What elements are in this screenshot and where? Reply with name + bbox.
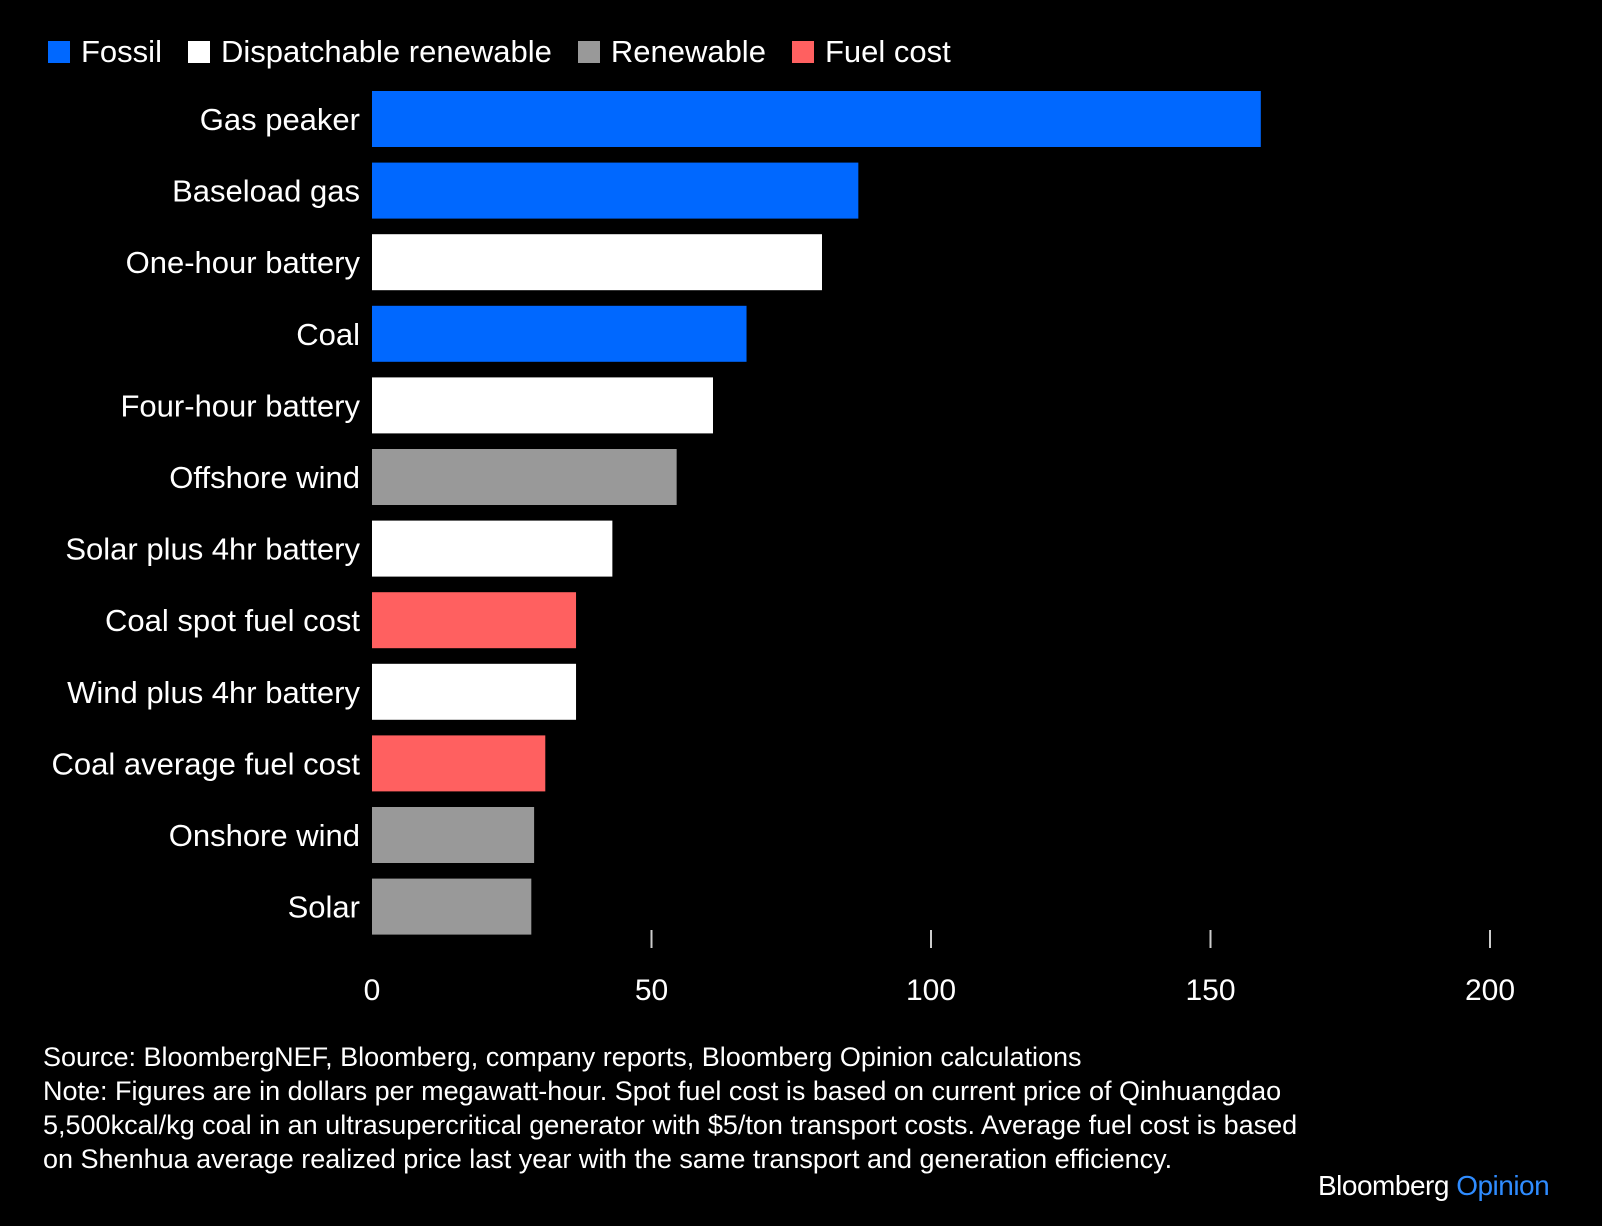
legend-label-renewable: Renewable: [610, 34, 766, 69]
category-label-onshore-wind: Onshore wind: [169, 818, 360, 853]
bar-baseload-gas: [372, 162, 859, 219]
bar-four-hour-battery: [372, 377, 713, 434]
bar-wind-plus-4hr-battery: [372, 663, 577, 720]
bar-solar-plus-4hr-battery: [372, 520, 613, 577]
legend-item-fuel-cost: Fuel cost: [791, 34, 951, 70]
bar-offshore-wind: [372, 449, 677, 505]
legend-label-fossil: Fossil: [81, 34, 162, 69]
category-label-coal-spot-fuel-cost: Coal spot fuel cost: [105, 603, 360, 638]
legend-swatch-fuel-cost: [791, 41, 814, 63]
bar-coal-spot-fuel-cost: [372, 592, 577, 649]
x-tick-label-0: 0: [364, 974, 381, 1007]
legend-swatch-dispatchable-renewable: [187, 41, 210, 63]
legend-item-dispatchable-renewable: Dispatchable renewable: [187, 34, 552, 70]
x-tick-label-200: 200: [1465, 974, 1515, 1007]
chart-legend: Fossil Dispatchable renewable Renewable …: [48, 34, 977, 70]
bar-solar: [372, 878, 532, 935]
bar-gas-peaker: [372, 91, 1261, 147]
bar-chart: Gas peaker Baseload gas One-hour battery Co…: [52, 91, 1515, 1007]
legend-swatch-renewable: [577, 41, 600, 63]
legend-swatch-fossil: [48, 41, 70, 63]
bar-onshore-wind: [372, 807, 535, 863]
legend-item-fossil: Fossil: [48, 34, 162, 70]
legend-item-renewable: Renewable: [577, 34, 766, 70]
category-label-gas-peaker: Gas peaker: [200, 102, 360, 137]
category-label-solar-plus-4hr-battery: Solar plus 4hr battery: [65, 532, 360, 567]
footnote: Note: Figures are in dollars per megawat…: [43, 1076, 1298, 1174]
category-label-one-hour-battery: One-hour battery: [126, 245, 361, 280]
category-label-solar: Solar: [288, 890, 360, 925]
x-tick-label-150: 150: [1185, 974, 1235, 1007]
legend-label-fuel-cost: Fuel cost: [824, 34, 951, 69]
bar-coal: [372, 305, 747, 362]
bar-one-hour-battery: [372, 234, 822, 291]
category-label-offshore-wind: Offshore wind: [169, 460, 360, 495]
category-label-four-hour-battery: Four-hour battery: [121, 388, 361, 423]
category-label-coal: Coal: [296, 317, 360, 352]
bloomberg-opinion-logo: Bloomberg Opinion: [1318, 1170, 1550, 1202]
brand-name: Bloomberg: [1318, 1170, 1449, 1201]
bar-coal-average-fuel-cost: [372, 735, 546, 792]
category-label-coal-average-fuel-cost: Coal average fuel cost: [52, 746, 361, 781]
legend-label-dispatchable-renewable: Dispatchable renewable: [220, 34, 552, 69]
category-label-baseload-gas: Baseload gas: [172, 174, 360, 209]
chart-notes: Source: BloombergNEF, Bloomberg, company…: [43, 1040, 1303, 1176]
x-tick-label-100: 100: [906, 974, 956, 1007]
category-label-wind-plus-4hr-battery: Wind plus 4hr battery: [67, 675, 360, 710]
source-note: Source: BloombergNEF, Bloomberg, company…: [43, 1042, 1082, 1072]
brand-suffix: Opinion: [1456, 1170, 1550, 1201]
x-tick-label-50: 50: [635, 974, 668, 1007]
